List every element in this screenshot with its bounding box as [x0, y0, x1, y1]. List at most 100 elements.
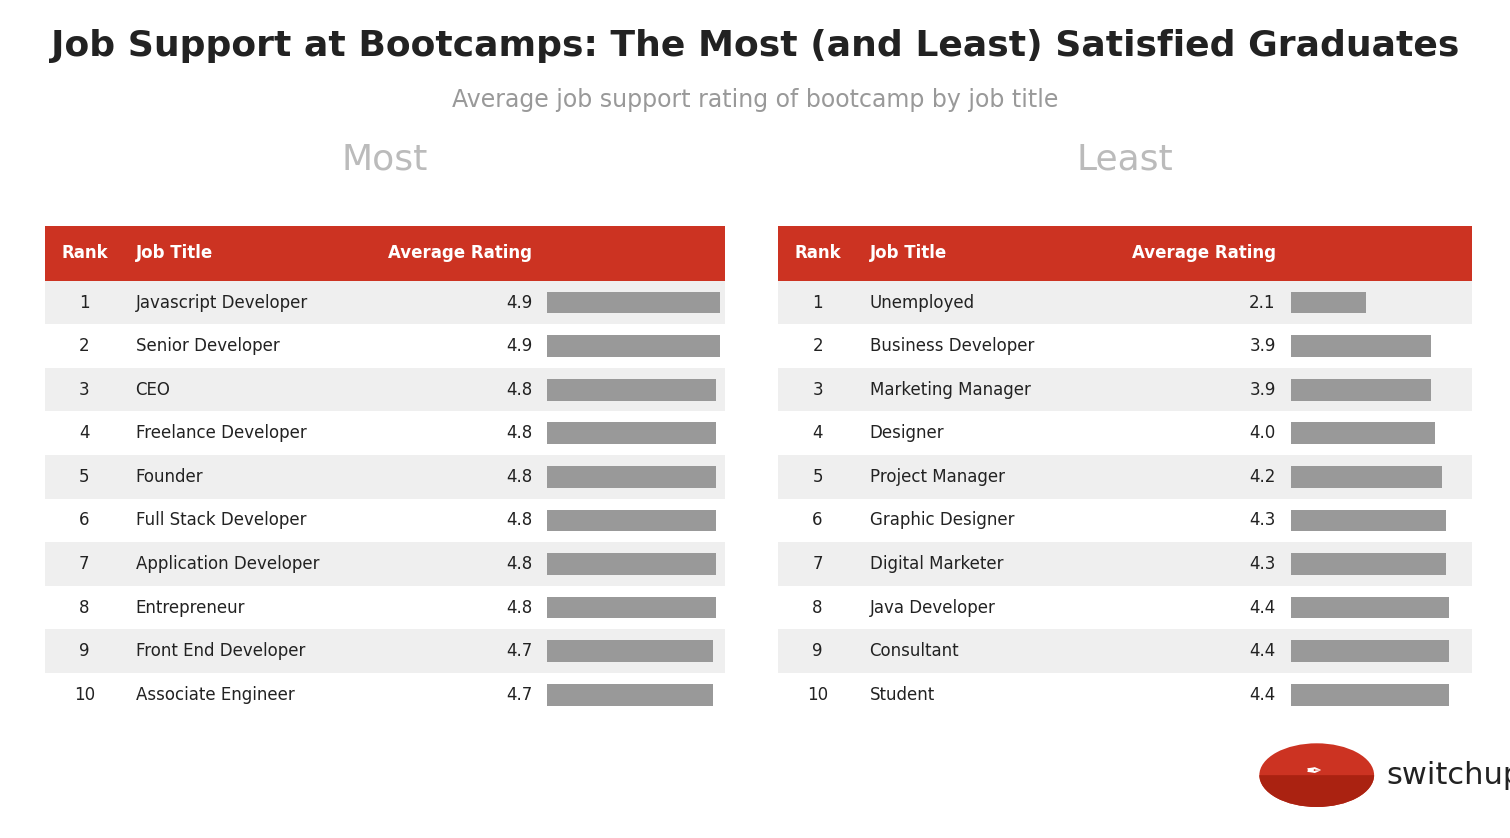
- Text: 4.8: 4.8: [506, 468, 532, 486]
- FancyBboxPatch shape: [45, 281, 725, 324]
- Text: 5: 5: [79, 468, 89, 486]
- FancyBboxPatch shape: [778, 281, 1472, 324]
- Text: 4.9: 4.9: [506, 337, 532, 355]
- FancyBboxPatch shape: [547, 640, 713, 662]
- Text: 4.8: 4.8: [506, 555, 532, 573]
- Text: 1: 1: [79, 293, 89, 312]
- FancyBboxPatch shape: [778, 411, 1472, 455]
- Text: Entrepreneur: Entrepreneur: [136, 598, 245, 617]
- Text: Marketing Manager: Marketing Manager: [870, 380, 1030, 399]
- Text: 6: 6: [79, 511, 89, 530]
- FancyBboxPatch shape: [45, 629, 725, 673]
- Text: Student: Student: [870, 685, 935, 704]
- Text: CEO: CEO: [136, 380, 171, 399]
- FancyBboxPatch shape: [778, 324, 1472, 368]
- Text: Unemployed: Unemployed: [870, 293, 975, 312]
- Text: Job Title: Job Title: [136, 245, 213, 262]
- FancyBboxPatch shape: [45, 455, 725, 499]
- Text: 6: 6: [812, 511, 823, 530]
- FancyBboxPatch shape: [45, 411, 725, 455]
- FancyBboxPatch shape: [778, 368, 1472, 411]
- Text: 4.8: 4.8: [506, 424, 532, 442]
- Text: 10: 10: [74, 685, 95, 704]
- Text: Front End Developer: Front End Developer: [136, 642, 305, 660]
- FancyBboxPatch shape: [778, 586, 1472, 629]
- Text: 7: 7: [79, 555, 89, 573]
- Text: 4.3: 4.3: [1249, 555, 1276, 573]
- Text: 5: 5: [812, 468, 823, 486]
- Wedge shape: [1259, 775, 1374, 807]
- Text: Javascript Developer: Javascript Developer: [136, 293, 308, 312]
- Text: Rank: Rank: [794, 245, 841, 262]
- Text: Most: Most: [341, 142, 429, 177]
- Text: Designer: Designer: [870, 424, 944, 442]
- FancyBboxPatch shape: [1291, 640, 1450, 662]
- Text: 4.4: 4.4: [1249, 598, 1276, 617]
- Text: 4.4: 4.4: [1249, 685, 1276, 704]
- FancyBboxPatch shape: [45, 368, 725, 411]
- FancyBboxPatch shape: [547, 466, 716, 488]
- FancyBboxPatch shape: [547, 335, 720, 357]
- Text: Average job support rating of bootcamp by job title: Average job support rating of bootcamp b…: [451, 88, 1059, 112]
- FancyBboxPatch shape: [778, 226, 1472, 281]
- Text: Graphic Designer: Graphic Designer: [870, 511, 1015, 530]
- FancyBboxPatch shape: [1291, 553, 1445, 575]
- Text: 4.4: 4.4: [1249, 642, 1276, 660]
- Text: 4.8: 4.8: [506, 598, 532, 617]
- Text: Job Support at Bootcamps: The Most (and Least) Satisfied Graduates: Job Support at Bootcamps: The Most (and …: [51, 29, 1459, 64]
- Text: 8: 8: [812, 598, 823, 617]
- FancyBboxPatch shape: [547, 422, 716, 444]
- FancyBboxPatch shape: [1291, 335, 1431, 357]
- FancyBboxPatch shape: [45, 586, 725, 629]
- FancyBboxPatch shape: [1291, 684, 1450, 706]
- Text: Consultant: Consultant: [870, 642, 959, 660]
- Text: 1: 1: [812, 293, 823, 312]
- Text: 4.3: 4.3: [1249, 511, 1276, 530]
- Text: 10: 10: [806, 685, 827, 704]
- FancyBboxPatch shape: [45, 499, 725, 542]
- Text: 4.8: 4.8: [506, 511, 532, 530]
- FancyBboxPatch shape: [547, 597, 716, 618]
- FancyBboxPatch shape: [1291, 422, 1434, 444]
- FancyBboxPatch shape: [45, 226, 725, 281]
- Text: 3: 3: [79, 380, 89, 399]
- FancyBboxPatch shape: [1291, 597, 1450, 618]
- Text: Associate Engineer: Associate Engineer: [136, 685, 294, 704]
- Text: Business Developer: Business Developer: [870, 337, 1034, 355]
- Text: 4.7: 4.7: [506, 685, 532, 704]
- Text: 9: 9: [812, 642, 823, 660]
- Text: Full Stack Developer: Full Stack Developer: [136, 511, 307, 530]
- FancyBboxPatch shape: [547, 553, 716, 575]
- Text: 3.9: 3.9: [1249, 337, 1276, 355]
- Text: 4.7: 4.7: [506, 642, 532, 660]
- FancyBboxPatch shape: [1291, 466, 1442, 488]
- Text: 4: 4: [812, 424, 823, 442]
- FancyBboxPatch shape: [547, 510, 716, 531]
- FancyBboxPatch shape: [778, 455, 1472, 499]
- Text: 2: 2: [812, 337, 823, 355]
- Text: 2.1: 2.1: [1249, 293, 1276, 312]
- FancyBboxPatch shape: [45, 542, 725, 586]
- FancyBboxPatch shape: [778, 542, 1472, 586]
- FancyBboxPatch shape: [547, 292, 720, 313]
- Text: 4.0: 4.0: [1249, 424, 1276, 442]
- Text: switchup: switchup: [1386, 761, 1510, 789]
- Text: 8: 8: [79, 598, 89, 617]
- FancyBboxPatch shape: [1291, 379, 1431, 401]
- Text: 2: 2: [79, 337, 89, 355]
- Text: Digital Marketer: Digital Marketer: [870, 555, 1003, 573]
- Text: 4: 4: [79, 424, 89, 442]
- FancyBboxPatch shape: [45, 673, 725, 716]
- Circle shape: [1259, 743, 1374, 807]
- Text: 9: 9: [79, 642, 89, 660]
- Text: Job Title: Job Title: [870, 245, 947, 262]
- Text: Senior Developer: Senior Developer: [136, 337, 279, 355]
- Text: 4.2: 4.2: [1249, 468, 1276, 486]
- Text: 7: 7: [812, 555, 823, 573]
- Text: Average Rating: Average Rating: [1131, 245, 1276, 262]
- Text: Application Developer: Application Developer: [136, 555, 319, 573]
- Text: Least: Least: [1077, 142, 1173, 177]
- FancyBboxPatch shape: [1291, 510, 1445, 531]
- FancyBboxPatch shape: [778, 673, 1472, 716]
- Text: 3: 3: [812, 380, 823, 399]
